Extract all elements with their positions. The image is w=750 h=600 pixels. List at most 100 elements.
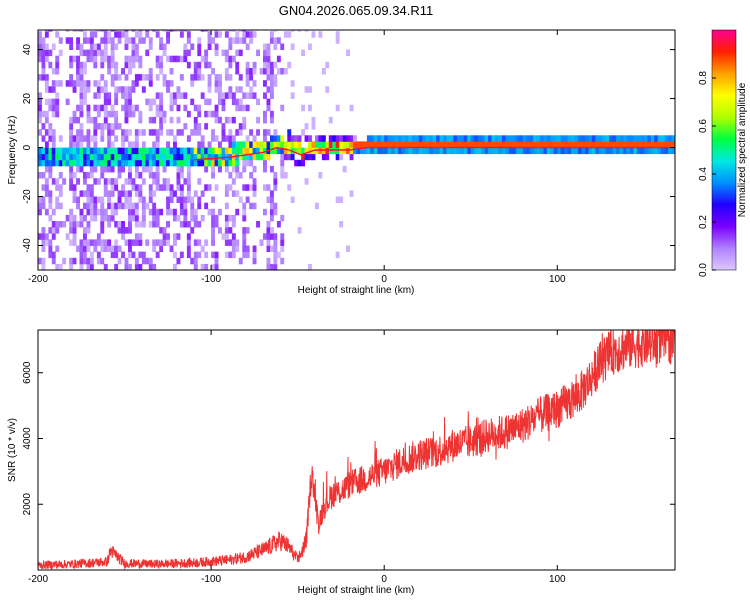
heatmap-cell	[86, 221, 91, 228]
heatmap-cell	[148, 116, 153, 124]
heatmap-cell	[179, 196, 184, 203]
heatmap-cell	[121, 68, 125, 75]
heatmap-cell	[114, 239, 119, 246]
heatmap-cell	[48, 196, 53, 203]
heatmap-cell	[591, 147, 596, 155]
heatmap-cell	[124, 227, 129, 234]
heatmap-cell	[273, 37, 278, 44]
heatmap-cell	[148, 43, 153, 50]
heatmap-cell	[169, 129, 174, 136]
heatmap-cell	[221, 123, 226, 130]
heatmap-cell	[65, 233, 70, 240]
heatmap-cell	[152, 208, 157, 216]
heatmap-cell	[235, 239, 240, 246]
heatmap-cell	[55, 178, 60, 185]
x-tick-label: -200	[28, 274, 48, 285]
heatmap-cell	[69, 239, 74, 246]
heatmap-cell	[55, 61, 60, 69]
heatmap-cell	[110, 80, 115, 87]
heatmap-cell	[93, 245, 98, 252]
heatmap-cell	[356, 147, 361, 155]
heatmap-cell	[488, 147, 492, 155]
heatmap-cell	[72, 135, 77, 142]
heatmap-cell	[38, 196, 42, 203]
heatmap-cell	[266, 49, 271, 57]
heatmap-cell	[114, 263, 119, 270]
heatmap-cell	[159, 123, 164, 130]
heatmap-cell	[179, 55, 184, 63]
heatmap-cell	[533, 141, 537, 148]
heatmap-cell	[325, 141, 330, 148]
heatmap-cell	[214, 153, 219, 161]
heatmap-cell	[273, 74, 278, 81]
heatmap-cell	[138, 147, 143, 155]
heatmap-cell	[273, 263, 278, 270]
heatmap-cell	[263, 208, 267, 216]
heatmap-cell	[141, 147, 146, 155]
heatmap-cell	[238, 129, 243, 136]
heatmap-cell	[103, 123, 108, 130]
heatmap-cell	[121, 233, 125, 240]
heatmap-cell	[69, 153, 74, 161]
heatmap-cell	[100, 196, 105, 203]
heatmap-cell	[48, 61, 53, 69]
heatmap-cell	[162, 153, 167, 161]
heatmap-cell	[211, 153, 215, 161]
heatmap-cell	[121, 165, 125, 173]
heatmap-cell	[86, 104, 91, 112]
heatmap-cell	[117, 190, 122, 197]
heatmap-cell	[173, 208, 177, 216]
heatmap-cell	[79, 141, 84, 148]
heatmap-cell	[640, 135, 645, 142]
heatmap-cell	[266, 245, 271, 252]
heatmap-cell	[498, 135, 503, 142]
heatmap-cell	[86, 55, 91, 63]
heatmap-cell	[51, 251, 56, 259]
heatmap-cell	[211, 172, 215, 179]
heatmap-cell	[360, 147, 364, 155]
heatmap-cell	[211, 263, 215, 270]
heatmap-cell	[55, 221, 60, 228]
heatmap-cell	[44, 184, 49, 191]
heatmap-cell	[263, 80, 267, 87]
heatmap-cell	[276, 147, 281, 155]
heatmap-cell	[83, 239, 87, 246]
heatmap-cell	[128, 221, 132, 228]
heatmap-cell	[242, 165, 247, 173]
heatmap-cell	[100, 61, 105, 69]
heatmap-cell	[571, 141, 575, 148]
heatmap-cell	[204, 49, 209, 57]
heatmap-cell	[633, 135, 638, 142]
heatmap-cell	[515, 141, 520, 148]
heatmap-cell	[107, 141, 112, 148]
heatmap-cell	[287, 135, 292, 142]
heatmap-cell	[332, 141, 337, 148]
heatmap-cell	[162, 233, 167, 240]
heatmap-cell	[536, 147, 541, 155]
heatmap-cell	[242, 116, 247, 124]
heatmap-cell	[96, 196, 101, 203]
y-tick-label: 2000	[22, 493, 33, 516]
heatmap-cell	[204, 239, 209, 246]
heatmap-cell	[633, 141, 638, 148]
heatmap-cell	[540, 147, 544, 155]
heatmap-cell	[214, 43, 219, 50]
heatmap-cell	[179, 159, 184, 167]
heatmap-cell	[186, 37, 191, 44]
heatmap-cell	[173, 30, 177, 32]
heatmap-cell	[533, 147, 537, 155]
heatmap-cell	[214, 135, 219, 142]
y-tick-label: 20	[22, 93, 33, 105]
heatmap-cell	[609, 135, 614, 142]
heatmap-cell	[96, 43, 101, 50]
heatmap-cell	[574, 141, 579, 148]
heatmap-cell	[270, 196, 274, 203]
heatmap-cell	[183, 202, 188, 210]
heatmap-cell	[51, 110, 56, 118]
heatmap-cell	[266, 68, 271, 75]
heatmap-cell	[200, 141, 205, 148]
heatmap-cell	[38, 202, 42, 210]
heatmap-cell	[315, 202, 319, 210]
heatmap-cell	[76, 221, 80, 228]
heatmap-cell	[152, 190, 157, 197]
